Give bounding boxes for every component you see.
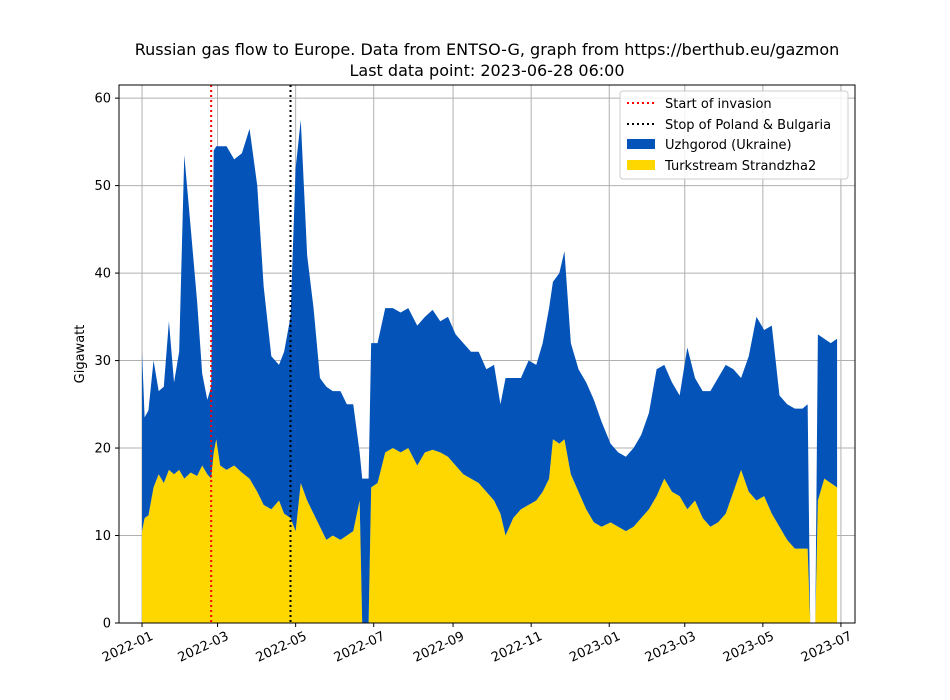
y-tick-label: 0	[103, 617, 111, 632]
legend-swatch-uzhgorod	[627, 139, 655, 149]
chart-subtitle: Last data point: 2023-06-28 06:00	[350, 61, 625, 80]
y-tick-label: 30	[94, 354, 111, 369]
y-axis-label: Gigawatt	[73, 325, 88, 384]
y-tick-label: 20	[94, 442, 111, 457]
legend-swatch-turkstream	[627, 160, 655, 170]
y-tick-label: 40	[94, 267, 111, 282]
y-axis: 0 10 20 30 40 50 60	[94, 92, 119, 632]
area-uzhgorod	[142, 119, 838, 624]
legend-label-turkstream: Turkstream Strandzha2	[664, 159, 816, 174]
legend-label-uzhgorod: Uzhgorod (Ukraine)	[665, 138, 792, 153]
legend-label-invasion: Start of invasion	[665, 97, 772, 112]
y-tick-label: 10	[94, 529, 111, 544]
legend-box	[619, 90, 849, 180]
area-turkstream	[142, 439, 838, 623]
area-series	[142, 119, 838, 624]
legend: Start of invasion Stop of Poland & Bulga…	[619, 90, 849, 180]
chart-title: Russian gas flow to Europe. Data from EN…	[135, 40, 840, 59]
legend-label-stop: Stop of Poland & Bulgaria	[665, 118, 831, 133]
plot-frame	[118, 84, 856, 624]
y-tick-label: 60	[94, 92, 111, 107]
y-tick-label: 50	[94, 179, 111, 194]
